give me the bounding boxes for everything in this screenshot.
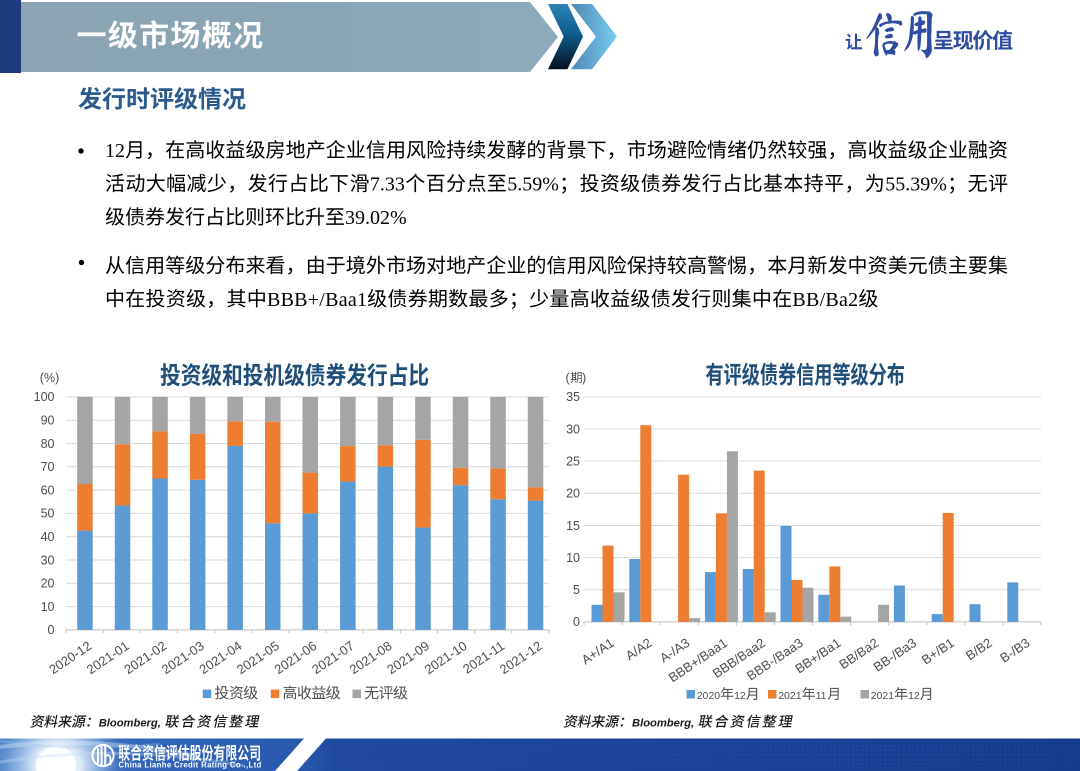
svg-text:Bloomberg,: Bloomberg, — [632, 718, 694, 730]
svg-text:10: 10 — [41, 600, 55, 614]
svg-text:50: 50 — [41, 507, 55, 521]
svg-text:(%): (%) — [40, 371, 59, 385]
svg-text:2021: 2021 — [778, 690, 802, 702]
svg-text:55.39%: 55.39% — [885, 174, 947, 196]
svg-text:5: 5 — [573, 583, 580, 597]
svg-text:): ) — [582, 371, 586, 385]
svg-text:(: ( — [566, 371, 571, 385]
svg-text:70: 70 — [41, 460, 55, 474]
svg-text:2020: 2020 — [697, 690, 721, 702]
svg-text:12: 12 — [734, 690, 746, 702]
svg-text:20: 20 — [566, 487, 580, 501]
svg-text:2021: 2021 — [871, 690, 895, 702]
svg-text:30: 30 — [41, 553, 55, 567]
svg-text:80: 80 — [41, 437, 55, 451]
svg-text:10: 10 — [566, 551, 580, 565]
svg-text:30: 30 — [566, 422, 580, 436]
svg-text:35: 35 — [566, 390, 580, 404]
svg-text:15: 15 — [566, 519, 580, 533]
svg-text:BB/Ba2: BB/Ba2 — [792, 289, 858, 311]
svg-text:7.33: 7.33 — [370, 174, 405, 196]
svg-text:BBB+/Baa1: BBB+/Baa1 — [267, 289, 367, 311]
svg-text:20: 20 — [41, 577, 55, 591]
svg-text:60: 60 — [41, 483, 55, 497]
svg-text:12: 12 — [105, 140, 125, 162]
svg-text:12: 12 — [908, 690, 920, 702]
svg-text:0: 0 — [573, 615, 580, 629]
svg-text:China Lianhe Credit Rating Co: China Lianhe Credit Rating Co .,Ltd — [119, 760, 262, 769]
svg-text:11: 11 — [816, 690, 827, 702]
svg-text:39.02%: 39.02% — [345, 207, 407, 229]
svg-text:Bloomberg,: Bloomberg, — [99, 718, 161, 730]
svg-text:5.59%: 5.59% — [507, 174, 559, 196]
svg-text:40: 40 — [41, 530, 55, 544]
svg-text:0: 0 — [48, 623, 55, 637]
svg-text:25: 25 — [566, 454, 580, 468]
svg-text:100: 100 — [34, 390, 55, 404]
svg-text:90: 90 — [41, 414, 55, 428]
